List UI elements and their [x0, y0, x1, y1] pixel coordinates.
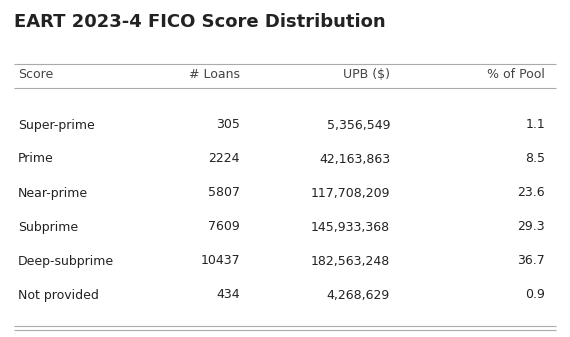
Text: 305: 305 — [216, 119, 240, 131]
Text: Not provided: Not provided — [18, 288, 99, 302]
Text: Score: Score — [18, 68, 53, 82]
Text: Super-prime: Super-prime — [18, 119, 95, 131]
Text: 1.1: 1.1 — [525, 119, 545, 131]
Text: 182,563,248: 182,563,248 — [311, 254, 390, 268]
Text: 42,163,863: 42,163,863 — [319, 153, 390, 165]
Text: 145,933,368: 145,933,368 — [311, 220, 390, 234]
Text: 29.3: 29.3 — [518, 220, 545, 234]
Text: 23.6: 23.6 — [518, 186, 545, 200]
Text: % of Pool: % of Pool — [487, 68, 545, 82]
Text: # Loans: # Loans — [189, 68, 240, 82]
Text: Subprime: Subprime — [18, 220, 78, 234]
Text: 36.7: 36.7 — [517, 254, 545, 268]
Text: Prime: Prime — [18, 153, 54, 165]
Text: 434: 434 — [217, 288, 240, 302]
Text: 8.5: 8.5 — [525, 153, 545, 165]
Text: EART 2023-4 FICO Score Distribution: EART 2023-4 FICO Score Distribution — [14, 13, 386, 31]
Text: 10437: 10437 — [201, 254, 240, 268]
Text: 0.9: 0.9 — [525, 288, 545, 302]
Text: 5,356,549: 5,356,549 — [327, 119, 390, 131]
Text: 7609: 7609 — [208, 220, 240, 234]
Text: UPB ($): UPB ($) — [343, 68, 390, 82]
Text: 2224: 2224 — [209, 153, 240, 165]
Text: Deep-subprime: Deep-subprime — [18, 254, 114, 268]
Text: 5807: 5807 — [208, 186, 240, 200]
Text: 4,268,629: 4,268,629 — [327, 288, 390, 302]
Text: Near-prime: Near-prime — [18, 186, 88, 200]
Text: 117,708,209: 117,708,209 — [311, 186, 390, 200]
